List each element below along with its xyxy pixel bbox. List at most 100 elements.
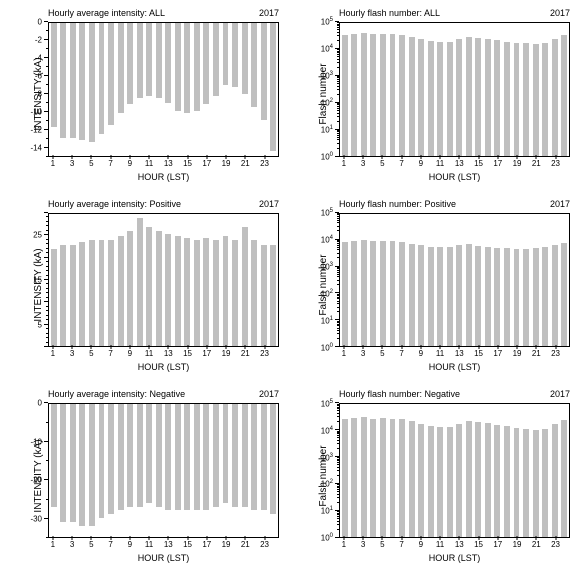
bar xyxy=(523,43,529,155)
y-ticks: 100101102103104105 xyxy=(295,213,339,348)
x-tick-label: 19 xyxy=(513,159,522,168)
x-tick-mark xyxy=(110,345,111,349)
bar xyxy=(223,23,229,85)
chart-title-row: Hourly average intensity: ALL2017 xyxy=(48,8,279,20)
y-ticks: 100101102103104105 xyxy=(295,403,339,538)
y-tick-label: 100 xyxy=(321,533,333,543)
bar xyxy=(127,231,133,346)
x-tick-label: 19 xyxy=(513,540,522,549)
chart-title-row: Hourly flash number: Positive2017 xyxy=(339,199,570,211)
bar xyxy=(504,42,510,156)
bar xyxy=(409,421,415,537)
y-tick-label: 101 xyxy=(321,506,333,516)
x-tick-label: 9 xyxy=(128,540,132,549)
x-tick-mark xyxy=(517,536,518,540)
x-tick-label: 5 xyxy=(380,159,384,168)
x-tick-mark xyxy=(536,155,537,159)
bar xyxy=(127,404,133,506)
x-tick-mark xyxy=(478,536,479,540)
bar xyxy=(213,240,219,346)
x-tick-mark xyxy=(478,345,479,349)
y-tick-label: -12 xyxy=(30,125,42,134)
x-tick-mark xyxy=(245,155,246,159)
y-tick-label: -20 xyxy=(30,476,42,485)
x-tick-label: 7 xyxy=(108,540,112,549)
x-tick-mark xyxy=(168,536,169,540)
x-tick-mark xyxy=(363,345,364,349)
y-tick-label: 104 xyxy=(321,425,333,435)
plot-area xyxy=(48,22,279,157)
chart-intensity_pos: Hourly average intensity: Positive2017IN… xyxy=(4,197,285,374)
bars-layer xyxy=(340,23,569,156)
bar xyxy=(370,34,376,156)
bar xyxy=(251,240,257,346)
bar xyxy=(390,419,396,537)
y-ticks: 51525 xyxy=(4,213,48,348)
y-tick-label: 102 xyxy=(321,289,333,299)
x-tick-mark xyxy=(459,155,460,159)
x-tick-mark xyxy=(420,155,421,159)
x-tick-label: 23 xyxy=(260,159,269,168)
x-tick-label: 1 xyxy=(342,349,346,358)
x-tick-label: 23 xyxy=(260,349,269,358)
x-tick-label: 7 xyxy=(399,540,403,549)
y-tick-label: 103 xyxy=(321,452,333,462)
x-tick-label: 5 xyxy=(89,159,93,168)
plot-area xyxy=(339,213,570,348)
x-tick-label: 23 xyxy=(260,540,269,549)
bar xyxy=(542,43,548,155)
x-tick-mark xyxy=(517,155,518,159)
chart-flash_pos: Hourly flash number: Positive2017Falsh n… xyxy=(295,197,576,374)
bar xyxy=(89,23,95,142)
bar xyxy=(203,238,209,346)
bar xyxy=(184,23,190,113)
x-tick-mark xyxy=(497,345,498,349)
x-tick-mark xyxy=(497,536,498,540)
x-tick-mark xyxy=(168,345,169,349)
x-tick-label: 13 xyxy=(455,349,464,358)
y-tick-label: -10 xyxy=(30,437,42,446)
x-tick-mark xyxy=(149,536,150,540)
x-tick-label: 17 xyxy=(202,349,211,358)
x-tick-mark xyxy=(91,536,92,540)
bars-layer xyxy=(49,23,278,156)
bar xyxy=(232,240,238,346)
bar xyxy=(175,404,181,510)
y-tick-mark xyxy=(335,346,339,347)
bar xyxy=(118,236,124,347)
bar xyxy=(428,247,434,346)
x-tick-label: 17 xyxy=(202,540,211,549)
x-tick-mark xyxy=(555,345,556,349)
x-tick-label: 11 xyxy=(436,540,444,549)
bar xyxy=(51,404,57,506)
x-tick-label: 11 xyxy=(436,349,444,358)
x-tick-label: 19 xyxy=(513,349,522,358)
bar xyxy=(261,404,267,510)
chart-year: 2017 xyxy=(259,389,279,401)
x-tick-label: 1 xyxy=(51,159,55,168)
bar xyxy=(127,23,133,104)
bar xyxy=(466,421,472,537)
x-tick-label: 23 xyxy=(551,159,560,168)
bar xyxy=(242,23,248,94)
bar xyxy=(89,240,95,346)
bar xyxy=(561,420,567,537)
bar xyxy=(466,37,472,156)
bar xyxy=(137,218,143,346)
bar xyxy=(399,35,405,156)
bar xyxy=(494,248,500,346)
x-tick-mark xyxy=(245,345,246,349)
plot-area xyxy=(339,22,570,157)
y-tick-mark xyxy=(335,537,339,538)
y-tick-label: 105 xyxy=(321,208,333,218)
chart-title: Hourly flash number: ALL xyxy=(339,8,440,20)
bar xyxy=(380,34,386,156)
y-ticks: 0-10-20-30 xyxy=(4,403,48,538)
x-tick-label: 3 xyxy=(361,159,365,168)
x-tick-mark xyxy=(343,536,344,540)
chart-title-row: Hourly flash number: ALL2017 xyxy=(339,8,570,20)
bar xyxy=(175,236,181,347)
y-tick-label: -4 xyxy=(35,53,42,62)
bar xyxy=(79,23,85,140)
bars-layer xyxy=(340,404,569,537)
